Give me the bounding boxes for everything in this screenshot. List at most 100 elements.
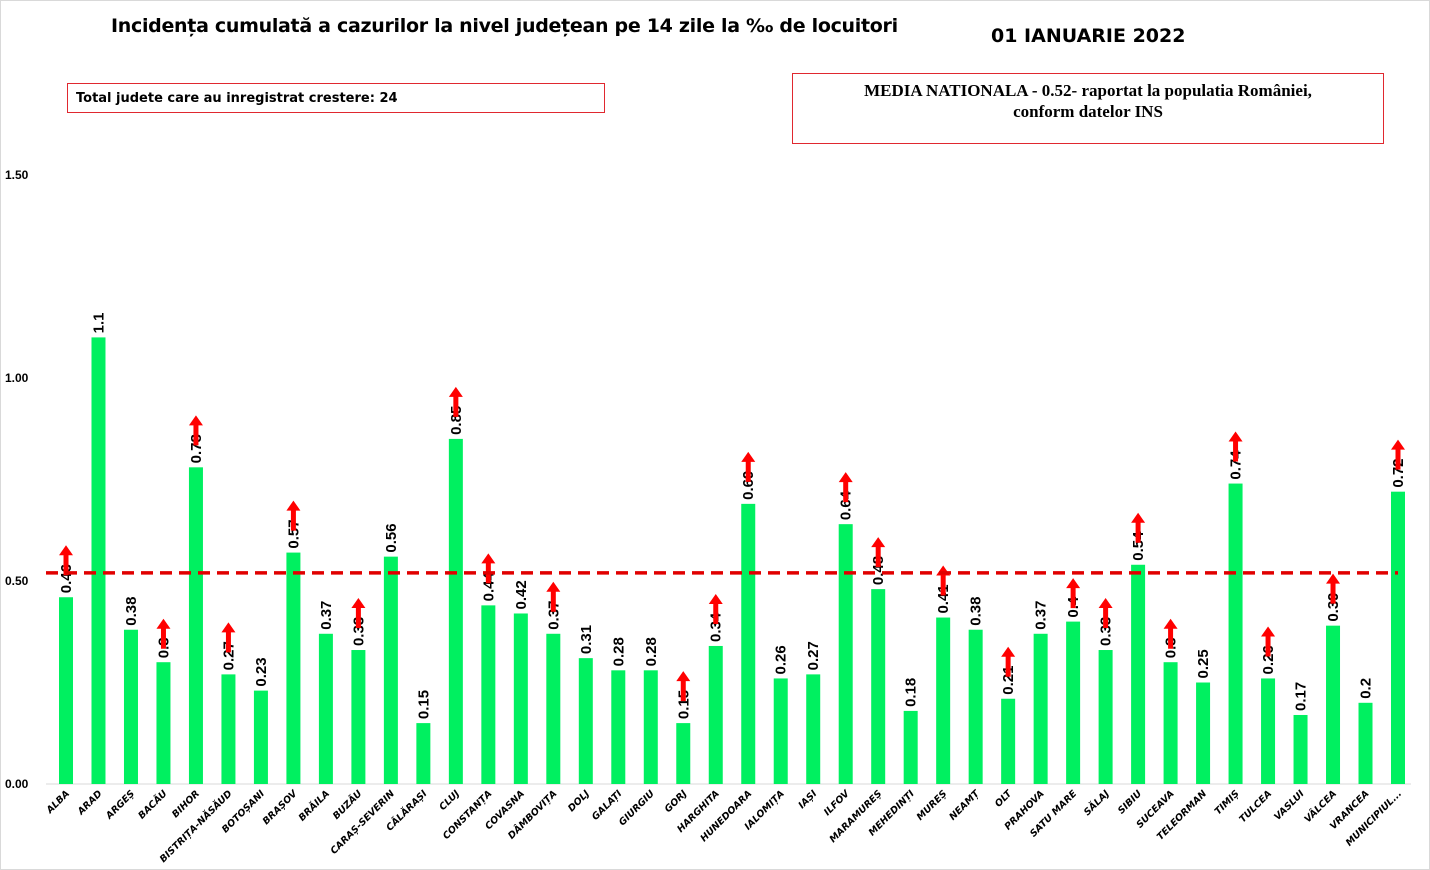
bar-ialomița — [773, 678, 788, 784]
bar-constanța — [481, 605, 496, 784]
value-label: 0.27 — [805, 641, 822, 670]
x-tick-label: NEAMȚ — [947, 787, 983, 823]
value-label: 0.26 — [1260, 645, 1277, 674]
value-label: 0.57 — [285, 519, 302, 548]
bar-covasna — [513, 613, 528, 784]
x-tick-label: GORJ — [663, 788, 690, 815]
value-label: 0.41 — [935, 584, 952, 613]
bar-hunedoara — [741, 503, 756, 784]
value-label: 0.31 — [578, 625, 595, 654]
x-tick-label: CLUJ — [437, 788, 462, 813]
value-label: 0.28 — [610, 637, 627, 666]
national-mean-line2: conform datelor INS — [1013, 102, 1163, 121]
increase-arrow-icon — [448, 386, 463, 417]
bar-mehedinți — [903, 710, 918, 784]
bar-mureș — [936, 617, 951, 784]
value-label: 0.23 — [253, 657, 270, 686]
value-label: 0.72 — [1390, 458, 1407, 487]
value-label: 0.26 — [773, 645, 790, 674]
bar-tulcea — [1261, 678, 1276, 784]
value-label: 0.33 — [350, 617, 367, 646]
x-tick-label: IAȘI — [797, 788, 820, 811]
increase-arrow-icon — [1066, 578, 1081, 609]
value-label: 0.74 — [1228, 450, 1245, 480]
x-tick-label: DOLJ — [566, 788, 592, 814]
bar-cluj — [448, 438, 463, 784]
increase-arrow-icon — [1001, 646, 1016, 677]
bar-gorj — [676, 723, 691, 784]
bar-caraș-severin — [383, 556, 398, 784]
bar-sibiu — [1131, 564, 1146, 784]
increase-arrow-icon — [708, 593, 723, 624]
value-label: 0.42 — [513, 580, 530, 609]
bar-brașov — [286, 552, 301, 784]
y-tick-label: 1.00 — [5, 371, 29, 385]
value-label: 0.69 — [740, 471, 757, 500]
increase-arrow-icon — [1261, 626, 1276, 657]
value-label: 0.54 — [1130, 531, 1147, 561]
increase-arrow-icon — [741, 451, 756, 482]
value-label: 0.25 — [1195, 649, 1212, 678]
increase-arrow-icon — [1131, 512, 1146, 543]
x-tick-label: ALBA — [44, 788, 72, 816]
y-tick-label: 0.00 — [5, 777, 29, 791]
increase-arrow-icon — [1391, 439, 1405, 470]
bar-brăila — [318, 633, 333, 784]
bar-iași — [806, 674, 821, 784]
y-tick-label: 1.50 — [5, 168, 29, 182]
bar-prahova — [1033, 633, 1048, 784]
value-label: 0.37 — [1033, 601, 1050, 630]
increase-arrow-icon — [156, 618, 171, 649]
x-tick-label: BRAȘOV — [261, 788, 300, 827]
bar-satu mare — [1066, 621, 1081, 784]
increase-arrow-icon — [1228, 431, 1243, 462]
bar-dolj — [578, 658, 593, 784]
increase-arrow-icon — [546, 581, 561, 612]
y-tick-label: 0.50 — [5, 574, 29, 588]
bar-bihor — [188, 467, 203, 784]
value-label: 0.28 — [643, 637, 660, 666]
bar-vrancea — [1358, 702, 1373, 784]
bar-teleorman — [1196, 682, 1211, 784]
x-tick-label: ILFOV — [822, 788, 852, 818]
bar-vâlcea — [1326, 625, 1341, 784]
bar-alba — [59, 597, 73, 784]
increase-arrow-icon — [59, 545, 73, 576]
value-label: 0.56 — [383, 523, 400, 552]
bar-timiș — [1228, 483, 1243, 784]
bar-municipiul... — [1391, 491, 1405, 784]
x-tick-label: ARGEȘ — [103, 788, 137, 822]
chart-title: Incidența cumulată a cazurilor la nivel … — [111, 15, 898, 37]
x-tick-label: BACĂU — [136, 787, 170, 821]
increase-count-note: Total judete care au inregistrat crester… — [67, 83, 605, 113]
increase-arrow-icon — [481, 553, 496, 584]
increase-arrow-icon — [351, 598, 366, 629]
bar-arad — [91, 337, 106, 784]
value-label: 0.37 — [545, 601, 562, 630]
value-label: 0.18 — [903, 678, 920, 707]
value-label: 0.21 — [1000, 666, 1017, 695]
bar-ilfov — [838, 524, 853, 784]
x-tick-label: BRĂILA — [296, 788, 332, 824]
bar-dâmbovița — [546, 633, 561, 784]
bar-neamț — [968, 629, 983, 784]
increase-arrow-icon — [188, 415, 203, 446]
increase-arrow-icon — [676, 671, 691, 702]
value-label: 0.2 — [1358, 678, 1375, 699]
x-tick-label: BIHOR — [170, 788, 202, 820]
x-tick-label: SIBIU — [1116, 788, 1144, 816]
bar-galați — [611, 670, 626, 784]
value-label: 0.15 — [675, 690, 692, 719]
value-label: 0.33 — [1098, 617, 1115, 646]
bar-călărași — [416, 723, 431, 784]
value-label: 1.1 — [90, 313, 107, 334]
x-tick-label: OLT — [993, 787, 1015, 809]
x-tick-label: MUREȘ — [915, 788, 950, 823]
bar-harghita — [708, 645, 723, 784]
bar-maramureș — [871, 589, 886, 784]
national-mean-line1: MEDIA NATIONALA - 0.52- raportat la popu… — [864, 81, 1312, 100]
bar-botoșani — [253, 690, 268, 784]
value-label: 0.38 — [968, 597, 985, 626]
value-label: 0.15 — [415, 690, 432, 719]
